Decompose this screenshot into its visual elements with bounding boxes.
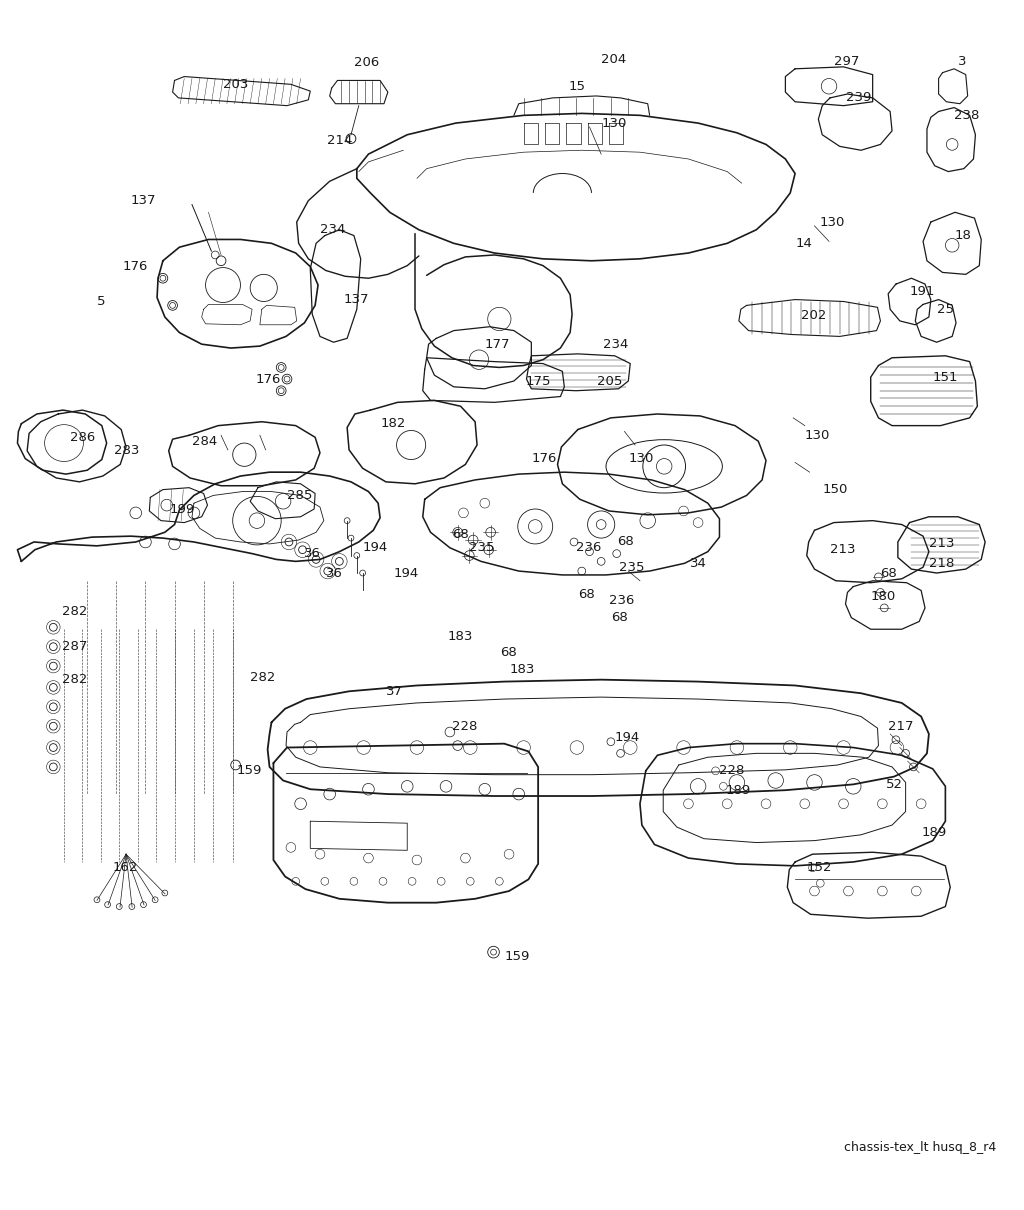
Text: 18: 18 (954, 229, 971, 242)
Text: 238: 238 (954, 109, 980, 122)
Text: 68: 68 (881, 566, 897, 580)
Text: 3: 3 (958, 54, 967, 68)
Text: 151: 151 (933, 370, 958, 384)
Text: 282: 282 (62, 673, 87, 686)
Text: 213: 213 (830, 543, 855, 557)
Text: 199: 199 (170, 502, 195, 515)
Text: 183: 183 (510, 663, 536, 676)
Text: 217: 217 (888, 720, 913, 733)
Text: 14: 14 (795, 237, 812, 249)
Text: 284: 284 (191, 434, 217, 448)
Text: 285: 285 (287, 489, 312, 502)
Text: 234: 234 (319, 224, 345, 236)
Text: 150: 150 (822, 483, 848, 496)
Text: 162: 162 (113, 862, 138, 875)
Text: 235: 235 (469, 541, 495, 554)
Text: 180: 180 (870, 589, 896, 603)
Text: 282: 282 (62, 605, 87, 618)
Text: 236: 236 (609, 594, 634, 606)
Text: 15: 15 (568, 80, 585, 93)
Text: 68: 68 (616, 536, 634, 548)
Text: 137: 137 (343, 293, 369, 306)
Text: 68: 68 (611, 611, 628, 624)
Text: 203: 203 (223, 77, 249, 91)
Text: 204: 204 (601, 52, 627, 65)
Text: 194: 194 (614, 731, 640, 744)
Text: 218: 218 (929, 557, 954, 570)
Text: 52: 52 (886, 778, 903, 791)
Text: 176: 176 (531, 453, 557, 465)
Text: 194: 194 (393, 566, 419, 580)
Text: 130: 130 (629, 453, 653, 465)
Text: 287: 287 (62, 640, 87, 653)
Text: 159: 159 (237, 765, 262, 777)
Text: 228: 228 (720, 765, 744, 777)
Text: 68: 68 (501, 646, 517, 659)
Text: 282: 282 (250, 672, 275, 684)
Text: 297: 297 (834, 54, 859, 68)
Text: 177: 177 (484, 338, 510, 351)
Text: 159: 159 (504, 951, 529, 963)
Text: 68: 68 (578, 588, 595, 601)
Text: 189: 189 (922, 826, 946, 840)
Text: 182: 182 (380, 417, 406, 431)
Text: 36: 36 (304, 547, 322, 560)
Text: 68: 68 (452, 528, 469, 541)
Text: 25: 25 (937, 302, 953, 316)
Text: 5: 5 (97, 295, 105, 309)
Text: 194: 194 (362, 541, 388, 554)
Text: 236: 236 (575, 541, 601, 554)
Text: 175: 175 (525, 375, 551, 387)
Text: 191: 191 (909, 286, 935, 299)
Text: 37: 37 (386, 685, 402, 698)
Text: 176: 176 (256, 373, 282, 386)
Text: 214: 214 (327, 134, 352, 148)
Text: 130: 130 (805, 428, 830, 442)
Text: 286: 286 (70, 431, 95, 444)
Text: 235: 235 (618, 560, 644, 574)
Text: 234: 234 (603, 338, 629, 351)
Text: 152: 152 (807, 862, 833, 875)
Text: 228: 228 (452, 720, 477, 733)
Text: 176: 176 (122, 260, 147, 273)
Text: 189: 189 (725, 784, 751, 796)
Text: 130: 130 (819, 215, 845, 229)
Text: 206: 206 (354, 56, 379, 69)
Text: 205: 205 (597, 375, 623, 387)
Text: 202: 202 (801, 309, 826, 322)
Text: 137: 137 (131, 194, 157, 207)
Text: 183: 183 (447, 630, 473, 644)
Text: 36: 36 (326, 566, 343, 580)
Text: 130: 130 (601, 116, 627, 129)
Text: 283: 283 (115, 444, 140, 457)
Text: 34: 34 (690, 557, 708, 570)
Text: 239: 239 (846, 92, 870, 104)
Text: chassis-tex_lt husq_8_r4: chassis-tex_lt husq_8_r4 (844, 1141, 995, 1154)
Text: 213: 213 (929, 537, 954, 551)
